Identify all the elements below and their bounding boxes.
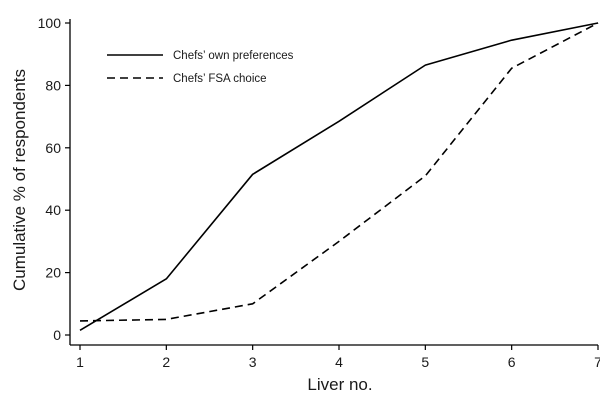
y-tick-label: 100 (38, 15, 62, 31)
legend: Chefs’ own preferences Chefs’ FSA choice (107, 50, 294, 85)
y-tick-label: 0 (53, 327, 61, 343)
y-tick-label: 20 (45, 265, 61, 281)
x-axis-title: Liver no. (307, 375, 372, 394)
x-tick-label: 2 (162, 354, 170, 370)
series-layer (79, 22, 599, 332)
x-tick-label: 3 (249, 354, 257, 370)
y-tick-label: 60 (45, 140, 61, 156)
x-tick-label: 6 (508, 354, 516, 370)
y-tick-label: 80 (45, 77, 61, 93)
axes-layer: 0 20 40 60 80 100 1 2 3 4 5 6 7 (38, 15, 600, 370)
x-tick-label: 4 (335, 354, 343, 370)
series-line-2 (79, 22, 599, 322)
series-line-1 (79, 22, 599, 332)
x-tick-label: 1 (76, 354, 84, 370)
y-tick-label: 40 (45, 202, 61, 218)
x-tick-label: 5 (421, 354, 429, 370)
legend-label-2: Chefs’ FSA choice (173, 73, 267, 85)
legend-label-1: Chefs’ own preferences (173, 50, 294, 62)
x-tick-label: 7 (594, 354, 600, 370)
y-axis-title: Cumulative % of respondents (10, 69, 29, 291)
